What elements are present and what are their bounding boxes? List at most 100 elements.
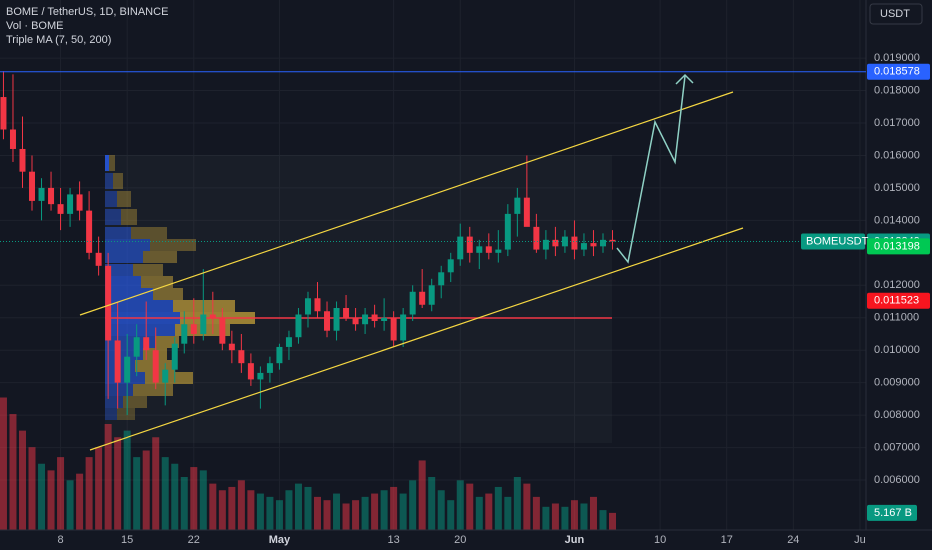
volume-bar xyxy=(171,463,179,530)
candle-body xyxy=(304,298,311,315)
x-tick-label: 15 xyxy=(121,534,133,546)
volume-bar xyxy=(475,496,483,530)
volume-bar xyxy=(95,447,103,530)
arrow-head xyxy=(675,73,694,85)
profile-row xyxy=(105,155,109,171)
x-tick-label: 20 xyxy=(454,534,466,546)
y-tick-label: 0.006000 xyxy=(874,474,920,486)
volume-bar xyxy=(390,486,398,530)
candle-body xyxy=(219,317,226,344)
candle-body xyxy=(19,148,26,172)
candle-body xyxy=(381,317,388,321)
candle-body xyxy=(247,363,254,380)
candle-body xyxy=(181,324,188,344)
profile-row xyxy=(109,155,115,171)
x-tick-label: Jun xyxy=(565,534,585,546)
candle-body xyxy=(485,246,492,253)
volume-bar xyxy=(285,490,293,530)
candle-body xyxy=(200,314,207,334)
candle-body xyxy=(152,350,159,383)
candle-body xyxy=(476,246,483,253)
candle-body xyxy=(419,291,426,305)
y-tick-label: 0.016000 xyxy=(874,149,920,161)
candle-body xyxy=(533,226,540,250)
candle-body xyxy=(599,239,606,247)
volume-bar xyxy=(494,486,502,530)
profile-row xyxy=(131,227,167,239)
x-tick-label: 8 xyxy=(57,534,63,546)
volume-bar xyxy=(485,493,493,530)
candle-body xyxy=(609,239,616,242)
candle-body xyxy=(0,97,7,130)
volume-bar xyxy=(342,503,350,530)
profile-row xyxy=(123,396,147,408)
profile-row xyxy=(133,384,173,396)
volume-bar xyxy=(304,486,312,530)
volume-bar xyxy=(256,493,264,530)
candle-body xyxy=(571,236,578,250)
profile-row xyxy=(105,348,143,360)
candle-body xyxy=(457,236,464,260)
data-layer xyxy=(0,71,617,530)
volume-bar xyxy=(428,477,436,530)
currency-button-label[interactable]: USDT xyxy=(880,8,910,20)
channel-lower xyxy=(89,227,744,451)
price-badge xyxy=(867,238,930,255)
profile-row xyxy=(105,239,150,251)
volume-bar xyxy=(523,483,531,530)
x-tick-label: 10 xyxy=(654,534,666,546)
candle-body xyxy=(447,259,454,273)
volume-bar xyxy=(504,496,512,530)
volume-bar xyxy=(247,490,255,530)
x-tick-label: Ju xyxy=(854,534,866,546)
volume-badge xyxy=(867,504,917,521)
profile-row xyxy=(133,264,163,276)
volume-bar xyxy=(361,496,369,530)
volume-bar xyxy=(352,500,360,530)
x-tick-label: 22 xyxy=(188,534,200,546)
profile-row xyxy=(153,288,183,300)
profile-row xyxy=(150,239,196,251)
candle-body xyxy=(371,314,378,321)
profile-row xyxy=(121,209,137,225)
volume-bar xyxy=(542,506,550,530)
volume-bar xyxy=(437,490,445,530)
volume-bar xyxy=(609,512,617,530)
volume-bar xyxy=(47,470,55,530)
profile-row xyxy=(143,251,177,263)
volume-bar xyxy=(76,473,84,530)
profile-row xyxy=(105,173,113,189)
volume-bar xyxy=(18,430,26,530)
volume-bar xyxy=(209,483,217,530)
candle-body xyxy=(209,314,216,318)
y-tick-label: 0.008000 xyxy=(874,409,920,421)
volume-bar xyxy=(180,477,188,530)
candle-body xyxy=(190,324,197,334)
volume-bar xyxy=(266,496,274,530)
y-tick-label: 0.017000 xyxy=(874,117,920,129)
volume-bar xyxy=(456,480,464,530)
y-tick-label: 0.010000 xyxy=(874,344,920,356)
candle-body xyxy=(124,356,131,383)
volume-bar xyxy=(532,496,540,530)
candle-body xyxy=(57,204,64,214)
candle-body xyxy=(285,337,292,347)
candle-body xyxy=(409,291,416,315)
candle-body xyxy=(542,239,549,250)
profile-row xyxy=(117,408,135,420)
candle-body xyxy=(114,340,121,383)
volume-bar xyxy=(275,500,283,530)
profile-row xyxy=(105,227,131,239)
candle-body xyxy=(514,197,521,214)
volume-bar xyxy=(57,457,65,530)
candle-body xyxy=(362,314,369,325)
candle-body xyxy=(276,346,283,364)
candle-body xyxy=(438,272,445,286)
currency-button[interactable] xyxy=(869,3,923,25)
candle-body xyxy=(95,252,102,266)
y-tick-label: 0.011000 xyxy=(874,312,919,324)
profile-row xyxy=(105,324,175,336)
candle-body xyxy=(428,285,435,305)
volume-bar xyxy=(380,490,388,530)
profile-row xyxy=(145,372,193,384)
